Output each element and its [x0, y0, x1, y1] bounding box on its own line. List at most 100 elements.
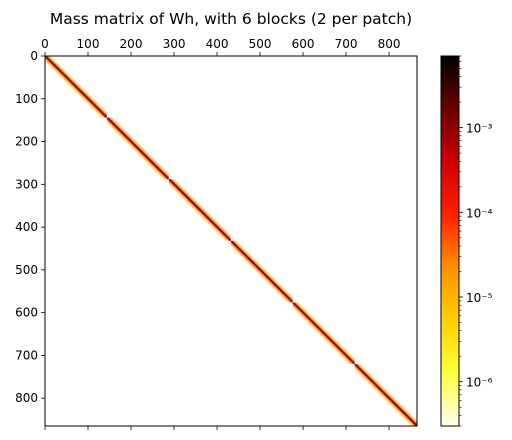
band-line [45, 56, 107, 118]
band-line [232, 240, 293, 301]
matrix-block [106, 117, 170, 180]
band-line [298, 302, 355, 359]
band-line [233, 240, 293, 300]
band-line [292, 304, 353, 365]
band-line [292, 307, 350, 365]
band-line [354, 368, 413, 426]
colorbar-tick-label: 10⁻³ [466, 122, 493, 136]
band-line [45, 56, 108, 118]
band-line [354, 369, 412, 426]
band-line [359, 363, 417, 421]
band-line [230, 243, 291, 303]
band-line [230, 242, 292, 303]
band-line [46, 56, 108, 117]
band-line [109, 117, 170, 178]
band-line [358, 363, 417, 423]
colorbar-tick-label: 10⁻⁵ [466, 291, 493, 305]
band-line [106, 121, 166, 180]
band-line [292, 304, 353, 365]
band-line [106, 118, 169, 180]
band-line [168, 181, 229, 242]
band-line [235, 240, 293, 298]
band-line [292, 303, 354, 365]
x-axis: 0 100 200 300 400 500 600 700 800 [41, 37, 400, 430]
colorbar-axis: 10⁻⁶ 10⁻⁵ 10⁻⁴ 10⁻³ [459, 55, 493, 427]
matrix-bands [45, 56, 417, 426]
band-line [110, 117, 170, 176]
band-line [49, 56, 108, 113]
x-tick-label: 100 [77, 37, 100, 51]
colorbar-tick-label: 10⁻⁶ [466, 376, 493, 390]
band-line [169, 178, 232, 241]
y-tick-label: 0 [30, 49, 38, 63]
band-line [106, 120, 166, 180]
band-line [169, 178, 232, 240]
band-line [293, 302, 355, 364]
band-line [236, 240, 293, 298]
band-line [48, 56, 108, 115]
band-line [168, 179, 231, 242]
band-line [108, 117, 170, 178]
band-line [110, 117, 170, 176]
band-line [354, 366, 415, 426]
band-line [45, 57, 106, 118]
band-line [106, 117, 169, 180]
band-line [231, 240, 293, 302]
y-axis: 0 100 200 300 400 500 600 700 800 [15, 49, 45, 405]
band-line [109, 117, 170, 177]
band-line [107, 117, 170, 179]
band-line [294, 302, 355, 362]
x-tick-label: 400 [206, 37, 229, 51]
band-line [168, 182, 228, 242]
band-line [168, 182, 227, 242]
band-line [168, 184, 226, 242]
band-line [359, 363, 417, 422]
plot-frame [44, 55, 418, 427]
band-line [112, 117, 170, 174]
band-line [106, 120, 167, 180]
band-line [168, 183, 227, 242]
chart-title: Mass matrix of Wh, with 6 blocks (2 per … [50, 10, 412, 28]
band-line [230, 244, 289, 303]
matrix-block [292, 302, 355, 365]
band-line [354, 365, 416, 426]
band-line [173, 178, 232, 237]
matrix-block [230, 240, 293, 303]
band-line [230, 245, 288, 303]
band-line [294, 302, 355, 363]
x-tick-label: 0 [41, 37, 49, 51]
band-line [45, 57, 106, 118]
band-line [170, 178, 232, 240]
band-line [106, 118, 168, 180]
band-line [234, 240, 293, 299]
band-line [107, 117, 170, 180]
band-line [168, 179, 231, 242]
band-line [49, 56, 108, 114]
y-tick-label: 800 [15, 391, 38, 405]
band-line [230, 240, 293, 303]
band-line [292, 306, 351, 365]
band-line [232, 240, 293, 301]
y-tick-label: 700 [15, 348, 38, 362]
band-line [354, 367, 414, 426]
y-tick-label: 200 [15, 135, 38, 149]
band-line [172, 178, 232, 237]
band-line [170, 178, 232, 239]
band-line [174, 178, 232, 236]
band-line [45, 60, 103, 118]
y-tick-label: 400 [15, 220, 38, 234]
band-line [296, 302, 355, 360]
band-line [292, 302, 355, 365]
band-line [356, 363, 417, 424]
x-tick-label: 300 [163, 37, 186, 51]
band-line [292, 302, 355, 365]
band-line [230, 242, 291, 303]
band-line [355, 363, 417, 426]
band-line [354, 363, 417, 426]
band-line [45, 59, 104, 118]
band-line [292, 302, 355, 364]
band-line [172, 178, 232, 238]
band-line [297, 302, 355, 360]
band-line [106, 122, 165, 180]
